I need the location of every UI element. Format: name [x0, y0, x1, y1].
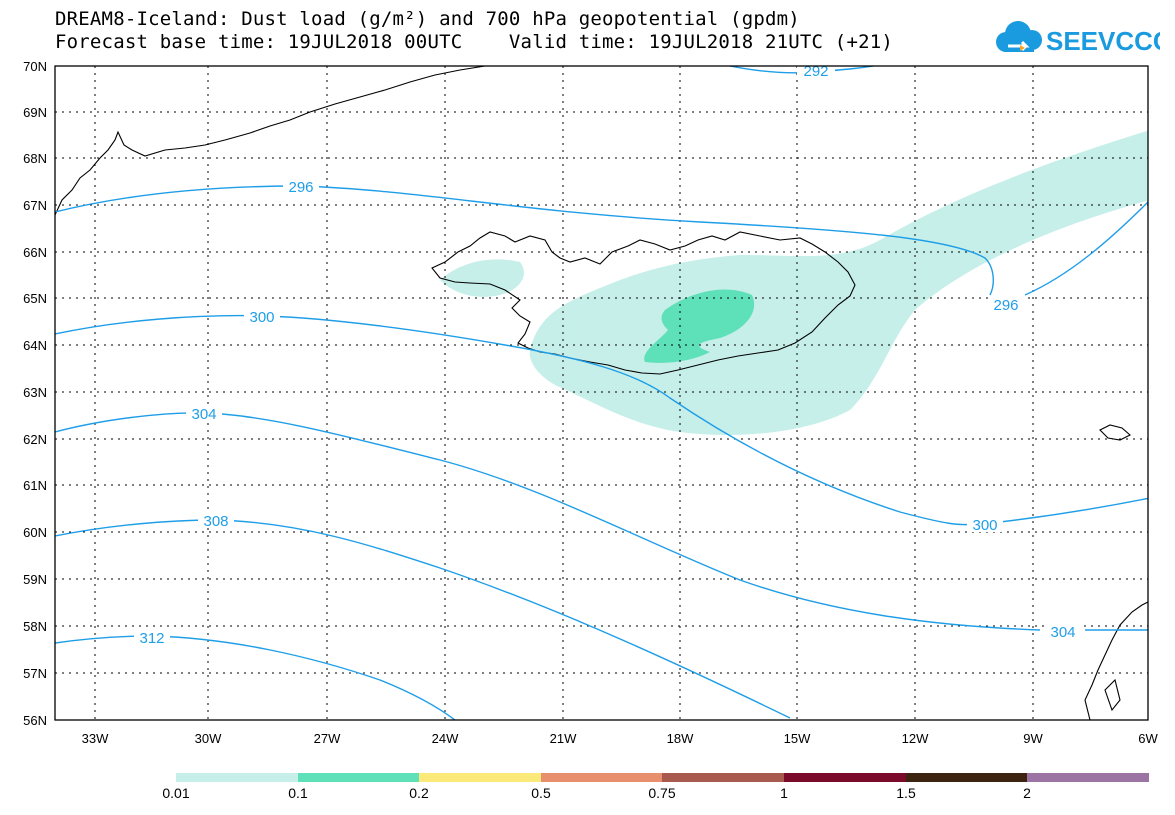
- contour-296-west: [55, 185, 994, 296]
- lon-label: 21W: [550, 731, 577, 746]
- longitude-axis: 33W 30W 27W 24W 21W 18W 15W 12W 9W 6W: [82, 731, 1159, 746]
- lat-label: 69N: [23, 105, 47, 120]
- faroe-coast: [1099, 424, 1131, 441]
- contour-label-304-east: 304: [1050, 624, 1075, 641]
- colorbar-label: 1: [780, 785, 788, 801]
- colorbar-swatch: [541, 773, 662, 782]
- contour-label-312: 312: [139, 630, 164, 647]
- lat-label: 63N: [23, 385, 47, 400]
- contour-300: [55, 314, 1148, 526]
- lon-label: 27W: [314, 731, 341, 746]
- colorbar: [176, 773, 1149, 782]
- colorbar-swatch: [1027, 773, 1149, 782]
- contour-label-300-east: 300: [972, 517, 997, 534]
- contour-308: [55, 519, 791, 719]
- lon-label: 9W: [1023, 731, 1043, 746]
- colorbar-label: 0.2: [409, 785, 429, 801]
- lat-label: 59N: [23, 572, 47, 587]
- lat-label: 60N: [23, 525, 47, 540]
- cloud-icon: [996, 21, 1042, 52]
- contour-312: [55, 635, 456, 720]
- lon-label: 30W: [195, 731, 222, 746]
- colorbar-swatch: [784, 773, 906, 782]
- logo-text: SEEVCCC: [1046, 26, 1160, 56]
- lat-label: 57N: [23, 666, 47, 681]
- map-frame: [54, 65, 1149, 721]
- coastlines: [55, 66, 1148, 720]
- hebrides-coast: [1104, 678, 1121, 712]
- lat-label: 67N: [23, 198, 47, 213]
- lat-label: 65N: [23, 291, 47, 306]
- colorbar-swatch: [176, 773, 298, 782]
- lat-label: 56N: [23, 713, 47, 728]
- contour-label-300-west: 300: [249, 309, 274, 326]
- greenland-coast: [55, 66, 486, 216]
- lon-label: 6W: [1138, 731, 1158, 746]
- colorbar-swatch: [662, 773, 784, 782]
- dust-load-light-area: [440, 130, 1148, 435]
- scotland-coast: [1084, 601, 1148, 720]
- contour-label-296-west: 296: [288, 179, 313, 196]
- lon-label: 24W: [432, 731, 459, 746]
- lon-label: 12W: [902, 731, 929, 746]
- colorbar-label: 2: [1023, 785, 1031, 801]
- map-title: DREAM8-Iceland: Dust load (g/m²) and 700…: [55, 8, 800, 30]
- graticule: [55, 66, 1148, 720]
- lat-label: 68N: [23, 151, 47, 166]
- colorbar-label: 0.5: [531, 785, 551, 801]
- lat-label: 62N: [23, 432, 47, 447]
- lat-label: 61N: [23, 478, 47, 493]
- seevccc-logo: SEEVCCC: [996, 21, 1160, 56]
- contour-label-296-east: 296: [993, 297, 1018, 314]
- lon-label: 15W: [784, 731, 811, 746]
- contour-296-east: [1024, 200, 1148, 296]
- latitude-axis: 70N 69N 68N 67N 66N 65N 64N 63N 62N 61N …: [23, 59, 47, 728]
- lat-label: 64N: [23, 338, 47, 353]
- forecast-time-subtitle: Forecast base time: 19JUL2018 00UTC Vali…: [55, 31, 894, 53]
- colorbar-label: 0.75: [648, 785, 676, 801]
- colorbar-label: 0.1: [288, 785, 308, 801]
- colorbar-label: 0.01: [162, 785, 190, 801]
- lat-label: 66N: [23, 245, 47, 260]
- contour-labels: 292 296 296 300 300 304 304 308 312: [134, 63, 1081, 647]
- iceland-coast: [431, 231, 856, 375]
- colorbar-label: 1.5: [896, 785, 916, 801]
- lon-label: 33W: [82, 731, 109, 746]
- contour-label-308: 308: [203, 513, 228, 530]
- lat-label: 70N: [23, 59, 47, 74]
- lon-label: 18W: [667, 731, 694, 746]
- contour-label-292: 292: [803, 63, 828, 80]
- colorbar-swatch: [298, 773, 419, 782]
- colorbar-swatch: [419, 773, 541, 782]
- colorbar-swatch: [906, 773, 1027, 782]
- lat-label: 58N: [23, 619, 47, 634]
- contour-label-304-west: 304: [191, 406, 216, 423]
